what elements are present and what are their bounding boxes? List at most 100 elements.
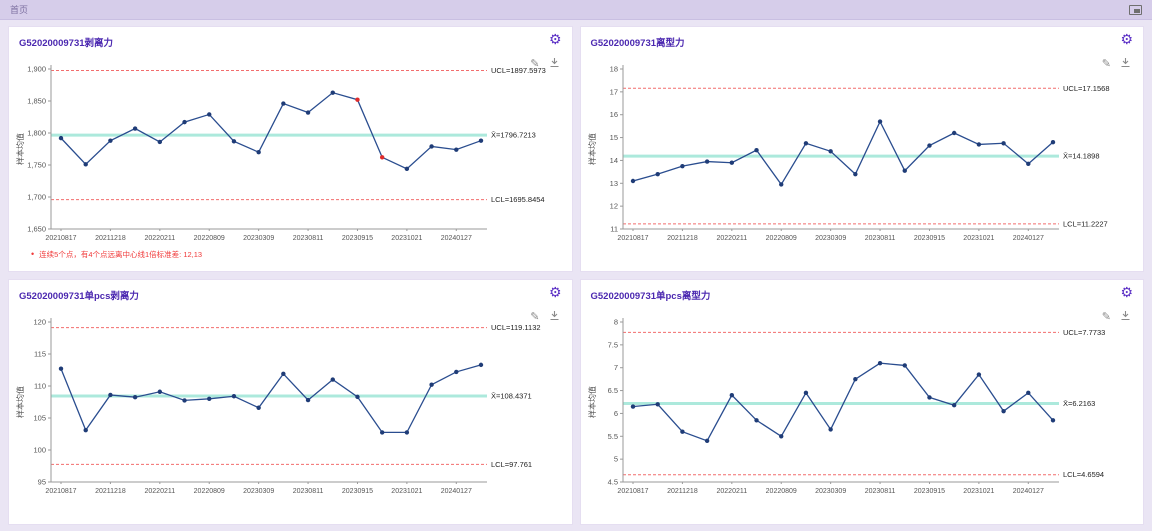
data-point[interactable] <box>926 143 932 148</box>
x-tick-label: 20230915 <box>342 235 373 242</box>
data-point[interactable] <box>852 376 858 382</box>
data-point[interactable] <box>108 392 113 398</box>
data-point[interactable] <box>926 395 932 400</box>
data-point[interactable] <box>207 112 212 117</box>
settings-gear-icon[interactable]: ⚙ <box>1120 31 1133 47</box>
x-tick-label: 20220809 <box>765 235 796 242</box>
data-point[interactable] <box>803 390 808 396</box>
dashboard-grid: G52020009731剥离力 ⚙ ✎ 1,900 1,850 1,800 1,750… <box>0 20 1152 531</box>
x-tick-label: 20220211 <box>716 235 747 242</box>
data-point[interactable] <box>404 430 410 435</box>
data-point[interactable] <box>478 138 484 143</box>
picture-in-picture-icon[interactable] <box>1129 4 1142 15</box>
data-point[interactable] <box>231 394 237 399</box>
data-point[interactable] <box>704 438 709 444</box>
lcl-label: LCL=97.761 <box>491 460 532 469</box>
data-point[interactable] <box>305 397 311 403</box>
data-point[interactable] <box>976 372 981 377</box>
data-point[interactable] <box>132 126 138 131</box>
data-point[interactable] <box>108 138 113 143</box>
data-point[interactable] <box>256 150 261 155</box>
settings-gear-icon[interactable]: ⚙ <box>548 31 562 47</box>
data-point[interactable] <box>630 404 635 409</box>
edit-pencil-icon[interactable]: ✎ <box>1101 310 1111 323</box>
data-point[interactable] <box>778 182 783 187</box>
download-icon[interactable] <box>549 57 560 71</box>
alert-data-point[interactable] <box>355 97 360 102</box>
data-point[interactable] <box>58 135 64 141</box>
edit-pencil-icon[interactable]: ✎ <box>530 310 540 323</box>
data-point[interactable] <box>207 396 212 401</box>
alert-data-point[interactable] <box>379 155 385 160</box>
data-point[interactable] <box>877 360 882 366</box>
data-point[interactable] <box>753 418 759 423</box>
data-point[interactable] <box>951 130 956 136</box>
data-point[interactable] <box>231 139 237 144</box>
data-point[interactable] <box>852 171 858 177</box>
data-point[interactable] <box>281 371 286 377</box>
x-tick-label: 20230811 <box>293 235 324 242</box>
data-point[interactable] <box>630 178 635 184</box>
data-point[interactable] <box>429 144 434 149</box>
data-point[interactable] <box>182 119 187 125</box>
y-tick-label: 6.5 <box>607 386 617 395</box>
data-point[interactable] <box>58 366 64 371</box>
data-point[interactable] <box>330 90 335 95</box>
data-point[interactable] <box>157 389 163 394</box>
download-icon[interactable] <box>549 310 560 324</box>
data-point[interactable] <box>902 168 907 173</box>
data-point[interactable] <box>281 101 286 106</box>
data-point[interactable] <box>1000 141 1006 146</box>
data-point[interactable] <box>827 427 833 432</box>
center-label: X̄=1796.7213 <box>491 131 536 140</box>
data-point[interactable] <box>902 363 907 368</box>
data-point[interactable] <box>379 430 385 435</box>
data-point[interactable] <box>877 119 882 124</box>
data-point[interactable] <box>1025 161 1030 167</box>
data-point[interactable] <box>679 429 685 434</box>
control-chart: 8 7.5 7 6.5 6 5.5 5 4.5 样本均值 20210817 20211218 2022… <box>587 318 1105 496</box>
panel-header: G52020009731单pcs离型力 ⚙ <box>581 280 1144 302</box>
data-point[interactable] <box>132 395 138 400</box>
edit-pencil-icon[interactable]: ✎ <box>1101 57 1111 70</box>
y-tick-label: 15 <box>609 133 617 142</box>
data-point[interactable] <box>655 171 660 177</box>
data-point[interactable] <box>1025 390 1030 396</box>
x-tick-label: 20210817 <box>617 488 648 495</box>
data-point[interactable] <box>256 405 261 410</box>
data-point[interactable] <box>1000 408 1006 414</box>
data-point[interactable] <box>778 434 783 439</box>
download-icon[interactable] <box>1120 57 1131 71</box>
data-point[interactable] <box>704 159 709 164</box>
data-point[interactable] <box>330 377 335 382</box>
x-tick-label: 20231021 <box>391 235 422 242</box>
y-axis-title: 样本均值 <box>587 133 597 165</box>
data-point[interactable] <box>305 110 311 115</box>
data-point[interactable] <box>454 369 459 375</box>
download-icon[interactable] <box>1120 310 1131 324</box>
settings-gear-icon[interactable]: ⚙ <box>548 284 562 300</box>
data-point[interactable] <box>478 362 484 368</box>
data-point[interactable] <box>729 160 734 165</box>
settings-gear-icon[interactable]: ⚙ <box>1120 284 1133 300</box>
data-point[interactable] <box>827 149 833 154</box>
data-point[interactable] <box>355 394 360 400</box>
data-point[interactable] <box>1050 418 1055 423</box>
data-point[interactable] <box>157 139 163 145</box>
data-point[interactable] <box>753 147 759 153</box>
edit-pencil-icon[interactable]: ✎ <box>530 57 540 70</box>
data-point[interactable] <box>729 392 734 398</box>
data-point[interactable] <box>404 166 410 172</box>
data-point[interactable] <box>1050 139 1055 145</box>
data-point[interactable] <box>803 141 808 146</box>
data-point[interactable] <box>429 382 434 387</box>
data-point[interactable] <box>679 163 685 169</box>
data-point[interactable] <box>83 162 88 167</box>
data-point[interactable] <box>83 427 88 433</box>
x-tick-label: 20211218 <box>667 235 698 242</box>
data-point[interactable] <box>454 147 459 152</box>
data-point[interactable] <box>951 403 956 408</box>
data-point[interactable] <box>976 142 981 147</box>
data-point[interactable] <box>182 398 187 403</box>
data-point[interactable] <box>655 402 660 407</box>
